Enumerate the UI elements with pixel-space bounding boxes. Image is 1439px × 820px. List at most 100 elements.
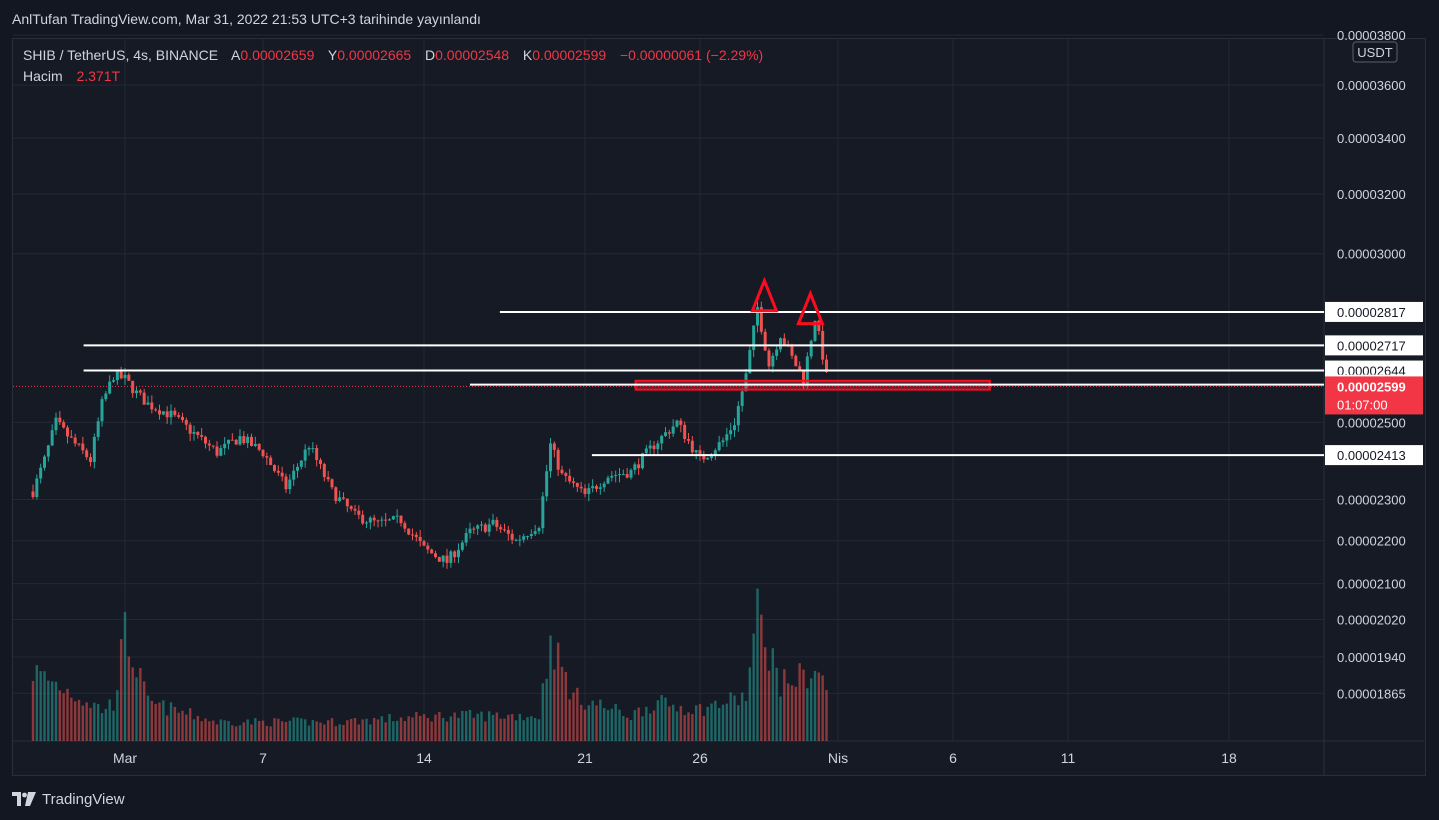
candle-body[interactable]	[503, 529, 506, 531]
candle-body[interactable]	[368, 517, 372, 523]
candle-body[interactable]	[713, 450, 717, 455]
candle-body[interactable]	[196, 432, 200, 436]
candle-body[interactable]	[441, 555, 445, 562]
candle-body[interactable]	[177, 415, 181, 417]
candle-body[interactable]	[526, 536, 529, 538]
candle-body[interactable]	[326, 477, 330, 480]
candle-body[interactable]	[779, 338, 782, 350]
candle-body[interactable]	[211, 445, 215, 447]
candle-body[interactable]	[54, 417, 58, 431]
candle-body[interactable]	[487, 524, 491, 532]
candle-body[interactable]	[353, 508, 357, 511]
candle-body[interactable]	[307, 448, 311, 450]
candle-body[interactable]	[690, 440, 694, 453]
candle-body[interactable]	[564, 473, 568, 476]
candle-body[interactable]	[284, 476, 288, 490]
candle-body[interactable]	[610, 475, 614, 478]
peak-triangle-marker[interactable]	[750, 276, 779, 313]
candle-body[interactable]	[380, 519, 384, 521]
candle-body[interactable]	[721, 440, 725, 443]
candle-body[interactable]	[468, 528, 472, 534]
candle-body[interactable]	[127, 374, 131, 381]
candle-body[interactable]	[717, 442, 721, 451]
tradingview-footer[interactable]: TradingView	[12, 789, 125, 809]
currency-box[interactable]	[1352, 41, 1398, 63]
candle-body[interactable]	[192, 432, 196, 434]
candle-body[interactable]	[85, 450, 89, 458]
candle-body[interactable]	[384, 519, 388, 521]
candle-body[interactable]	[89, 457, 92, 462]
candle-body[interactable]	[767, 350, 771, 367]
candle-body[interactable]	[100, 399, 104, 422]
candle-body[interactable]	[644, 448, 648, 454]
candle-body[interactable]	[706, 457, 710, 460]
candle-body[interactable]	[752, 325, 756, 350]
candle-body[interactable]	[158, 410, 161, 415]
candle-body[interactable]	[798, 366, 802, 371]
candle-body[interactable]	[395, 515, 399, 517]
candle-body[interactable]	[633, 464, 637, 470]
candle-body[interactable]	[200, 435, 204, 437]
candle-body[interactable]	[361, 514, 365, 524]
candle-body[interactable]	[625, 474, 629, 478]
candle-body[interactable]	[173, 410, 177, 416]
candle-body[interactable]	[698, 450, 702, 456]
candle-body[interactable]	[322, 463, 326, 478]
candle-body[interactable]	[292, 470, 296, 480]
candle-body[interactable]	[253, 443, 257, 446]
candle-body[interactable]	[234, 439, 238, 445]
candle-body[interactable]	[437, 557, 441, 562]
candle-body[interactable]	[407, 528, 411, 535]
candle-body[interactable]	[345, 498, 349, 507]
candle-body[interactable]	[242, 436, 246, 444]
candle-body[interactable]	[802, 370, 805, 384]
candle-body[interactable]	[43, 456, 46, 468]
candle-body[interactable]	[549, 443, 552, 472]
candle-body[interactable]	[303, 449, 307, 461]
candle-body[interactable]	[775, 349, 779, 356]
candle-body[interactable]	[464, 533, 468, 543]
candle-body[interactable]	[169, 410, 173, 418]
candle-body[interactable]	[426, 545, 430, 550]
candle-body[interactable]	[411, 534, 414, 536]
candle-body[interactable]	[817, 320, 821, 332]
peak-triangle-marker[interactable]	[796, 289, 825, 326]
candle-body[interactable]	[246, 436, 250, 444]
candle-body[interactable]	[184, 419, 188, 425]
candle-body[interactable]	[759, 307, 763, 332]
candle-body[interactable]	[794, 355, 798, 367]
candle-body[interactable]	[483, 524, 487, 532]
candle-body[interactable]	[280, 472, 284, 477]
currency-label[interactable]: USDT	[1357, 45, 1392, 60]
candle-body[interactable]	[614, 475, 618, 477]
candle-body[interactable]	[556, 449, 560, 470]
candle-body[interactable]	[648, 445, 652, 449]
candle-body[interactable]	[165, 411, 169, 418]
candle-body[interactable]	[154, 409, 158, 411]
candle-body[interactable]	[135, 390, 138, 394]
candle-body[interactable]	[518, 539, 522, 541]
candle-body[interactable]	[219, 448, 223, 456]
candle-body[interactable]	[150, 402, 154, 410]
candle-body[interactable]	[660, 435, 664, 444]
candle-body[interactable]	[422, 541, 426, 546]
candle-body[interactable]	[39, 467, 43, 479]
candle-body[interactable]	[533, 531, 537, 534]
candle-body[interactable]	[637, 464, 641, 469]
candle-body[interactable]	[123, 374, 127, 379]
candle-body[interactable]	[299, 460, 303, 467]
candle-body[interactable]	[138, 390, 142, 393]
candle-body[interactable]	[472, 528, 476, 530]
candle-body[interactable]	[560, 469, 564, 474]
candle-body[interactable]	[181, 416, 184, 420]
candle-body[interactable]	[671, 426, 675, 434]
candle-body[interactable]	[790, 345, 794, 356]
candle-body[interactable]	[257, 443, 261, 450]
candle-body[interactable]	[667, 432, 671, 434]
candle-body[interactable]	[349, 506, 353, 509]
candle-body[interactable]	[618, 474, 621, 476]
candle-body[interactable]	[204, 436, 207, 444]
candle-body[interactable]	[710, 454, 713, 458]
candle-body[interactable]	[77, 443, 81, 445]
candle-body[interactable]	[276, 470, 280, 473]
